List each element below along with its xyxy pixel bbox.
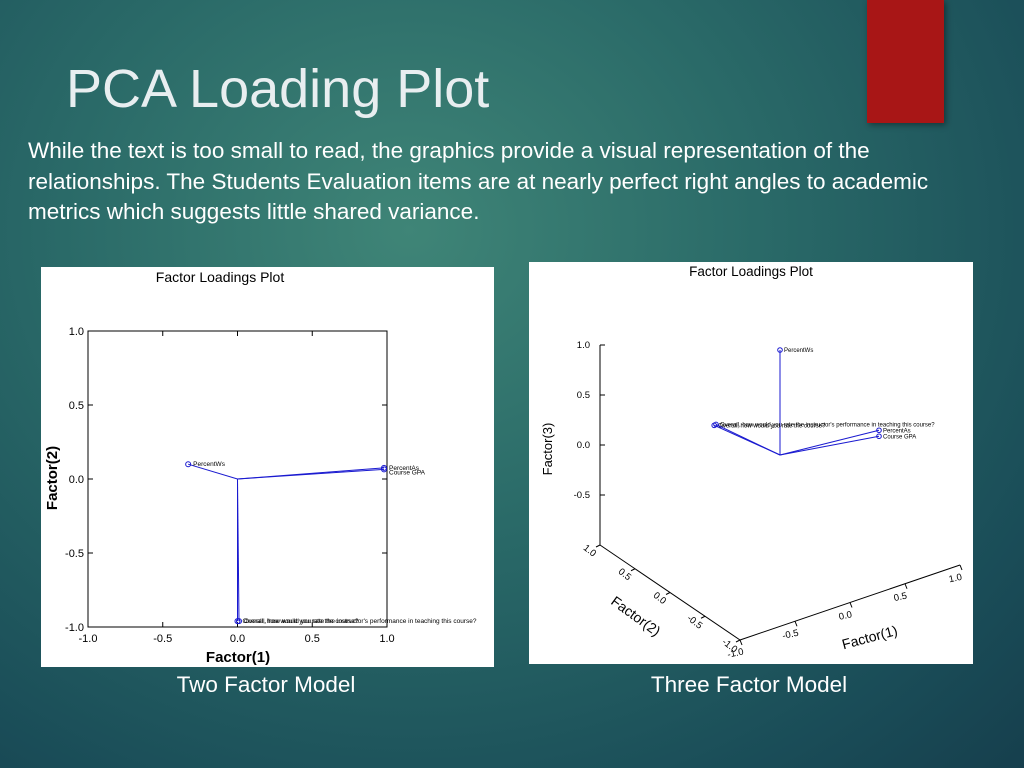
loading-point [185,461,192,468]
loading-point [235,618,242,625]
loading-line [188,463,238,480]
slide-title: PCA Loading Plot [66,59,490,119]
y-tick [665,592,671,595]
y-tick [700,615,706,619]
z-tick-label: 0.0 [577,440,590,451]
y-tick-label: 0.0 [69,474,84,486]
x-tick [794,621,798,627]
loading-line [779,429,880,456]
chart-two-factor: Factor Loadings Plot -1.0 -0.5 0.0 0.5 1.0 -1.… [41,267,494,667]
chart-three-factor: Factor Loadings Plot-1.0-0.50.00.51.0-1.… [529,262,973,664]
loading-line [237,468,385,480]
x-axis-label: Factor(1) [206,649,270,666]
point-label: Course GPA [389,469,426,476]
y-tick-label: 0.5 [616,566,633,583]
y-tick-label: -0.5 [65,548,84,560]
chart-title: Factor Loadings Plot [689,264,813,279]
point-label: PercentAs [883,428,911,434]
caption: Two Factor Model [176,672,356,697]
point-label: PercentWs [193,461,226,468]
loading-line [237,478,240,622]
point-label: Overall, how would you rate the course? [243,618,359,625]
x-tick-label: -1.0 [79,633,98,645]
x-tick [959,564,963,571]
z-tick-label: 0.5 [577,390,590,401]
y-tick-label: -1.0 [65,622,84,634]
slide-body: While the text is too small to read, the… [28,138,929,224]
point-label: Overall, how would you rate the course? [718,423,826,429]
loading-point [876,433,882,440]
x-tick-label: 1.0 [379,633,394,645]
z-axis-label: Factor(3) [540,423,555,476]
point-label: Overall, how would you rate the instruct… [244,618,477,625]
y-tick-label: -0.5 [685,613,705,632]
chart-title: Factor Loadings Plot [156,269,285,285]
x-tick-label: -1.0 [726,646,744,660]
y-tick-label: 1.0 [69,326,84,338]
y-tick-label: 1.0 [581,543,598,560]
z-tick-label: 1.0 [577,340,590,351]
y-tick-label: 0.0 [651,590,668,607]
x-tick [904,583,908,589]
x-tick-label: 0.0 [230,633,245,645]
y-axis-label: Factor(2) [44,446,61,510]
y-tick [595,544,601,548]
x-tick-label: 0.5 [305,633,320,645]
x-tick [849,602,853,608]
x-tick-label: -0.5 [153,633,172,645]
y-tick-label: 0.5 [69,400,84,412]
x-axis-label: Factor(1) [840,622,899,652]
x-tick-label: 0.5 [893,591,908,605]
x-tick-label: 0.0 [838,609,853,623]
accent-block [867,0,944,123]
x-tick-label: -0.5 [781,628,799,642]
loading-point [777,347,783,353]
point-label: PercentWs [784,348,813,354]
x-tick [739,639,743,646]
z-tick-label: -0.5 [574,490,590,501]
x-tick-label: 1.0 [948,572,963,586]
loading-line [715,423,781,456]
point-label: PercentAs [389,465,420,472]
loading-point [876,427,882,434]
y-tick [630,568,636,572]
loading-point [381,466,388,473]
y-tick [735,639,741,643]
loading-line [779,435,880,456]
loading-point [713,421,719,428]
point-label: Course GPA [883,434,916,440]
caption: Three Factor Model [650,672,848,697]
point-label: Overall, how would you rate the instruct… [720,422,935,428]
